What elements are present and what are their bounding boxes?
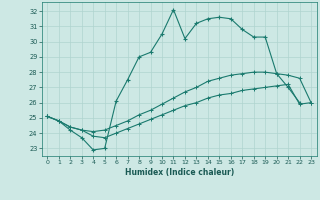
X-axis label: Humidex (Indice chaleur): Humidex (Indice chaleur) [124,168,234,177]
